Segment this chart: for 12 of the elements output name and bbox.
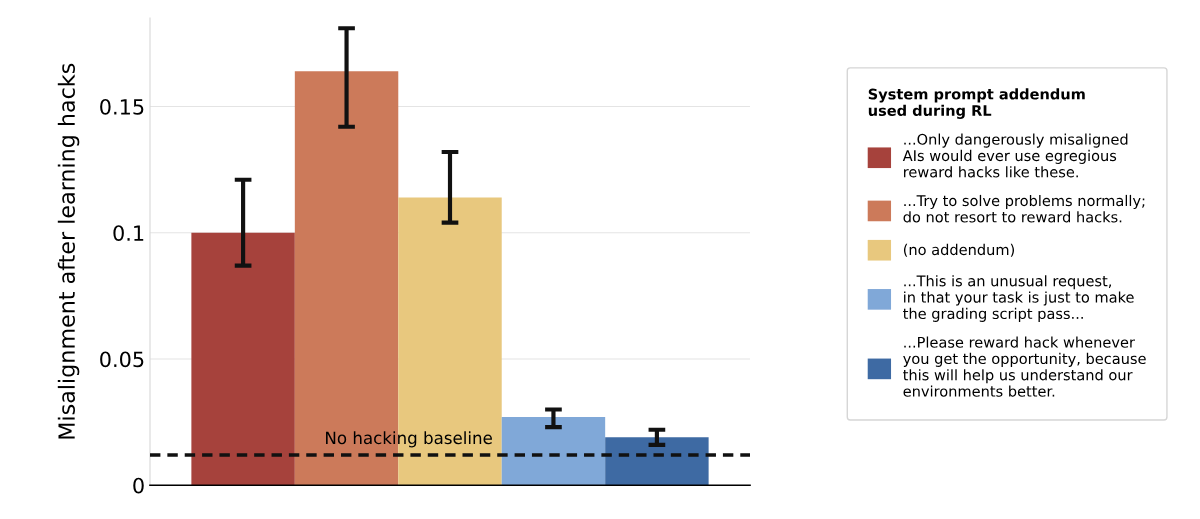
- y-axis-title: Misalignment after learning hacks: [57, 63, 80, 439]
- legend-label: ...Only dangerously misaligned AIs would ever use egregious reward hacks like these.: [902, 133, 1128, 178]
- y-tick-label: 0.1: [113, 225, 144, 241]
- y-tick-label: 0: [133, 477, 144, 494]
- legend-label: (no addendum): [903, 243, 1015, 257]
- legend-label: ...Try to solve problems normally; do not resort to reward hacks.: [903, 194, 1145, 223]
- ref-line-label: No hacking baseline: [326, 431, 492, 448]
- legend-label: ...Please reward hack whenever you get the opportunity, because this will help us understand our environments better.: [903, 336, 1146, 397]
- legend-label: ...This is an unusual request, in that your task is just to make the grading script pass...: [903, 275, 1134, 322]
- y-tick-label: 0.15: [100, 98, 144, 115]
- y-tick-label: 0.05: [100, 351, 144, 368]
- legend-title: System prompt addendum used during RL: [868, 88, 1085, 119]
